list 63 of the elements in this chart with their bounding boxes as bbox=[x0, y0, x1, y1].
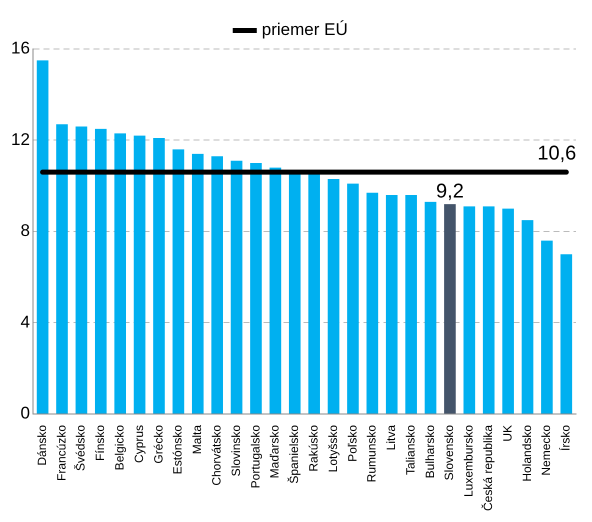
x-tick-label: Slovinsko bbox=[228, 424, 243, 476]
bar bbox=[522, 220, 534, 414]
x-tick-label: Slovensko bbox=[442, 424, 456, 480]
x-tick-label: Cyprus bbox=[132, 424, 146, 463]
x-tick-label: Luxembursko bbox=[462, 424, 476, 497]
x-tick-label: Česká republika bbox=[481, 424, 496, 511]
bar bbox=[560, 254, 572, 414]
y-tick-label: 0 bbox=[20, 404, 30, 423]
legend-label: priemer EÚ bbox=[262, 20, 348, 40]
bar bbox=[328, 179, 340, 414]
x-tick-label: Taliansko bbox=[403, 424, 418, 475]
x-tick-label: Nemecko bbox=[539, 424, 554, 476]
x-tick-label: Dánsko bbox=[34, 424, 49, 466]
y-tick-label: 16 bbox=[10, 38, 30, 58]
bar bbox=[211, 156, 223, 414]
bar bbox=[94, 128, 107, 414]
bar bbox=[464, 206, 476, 414]
bar bbox=[502, 208, 514, 414]
bar bbox=[153, 138, 165, 414]
x-tick-label: Grécko bbox=[151, 424, 166, 464]
bar bbox=[405, 194, 417, 414]
x-tick-label: Chorvátsko bbox=[209, 424, 224, 486]
bar bbox=[250, 163, 262, 414]
bar bbox=[424, 202, 436, 414]
bar bbox=[230, 160, 242, 414]
bar bbox=[36, 60, 48, 414]
y-tick-label: 4 bbox=[20, 312, 30, 332]
x-tick-label: UK bbox=[500, 424, 514, 442]
bar bbox=[366, 192, 378, 414]
y-tick-label: 8 bbox=[20, 221, 30, 240]
x-tick-label: Belgicko bbox=[112, 424, 127, 470]
y-tick-label: 12 bbox=[10, 130, 30, 149]
bar bbox=[270, 168, 282, 414]
x-tick-label: Francúzko bbox=[54, 424, 68, 481]
x-tick-label: Poľsko bbox=[345, 424, 360, 462]
x-tick-label: Fínsko bbox=[93, 424, 108, 461]
bar bbox=[347, 184, 359, 414]
x-tick-label: Holandsko bbox=[520, 424, 534, 482]
x-tick-label: Rakúsko bbox=[306, 424, 320, 472]
x-tick-label: Lotyšsko bbox=[326, 424, 340, 472]
x-tick-label: Portugalsko bbox=[248, 424, 262, 488]
x-tick-label: Malta bbox=[190, 424, 204, 454]
x-tick-label: Maďarsko bbox=[268, 424, 282, 478]
bar bbox=[114, 133, 126, 414]
bar bbox=[56, 124, 68, 414]
bar bbox=[192, 154, 204, 414]
x-tick-label: Rumunsko bbox=[364, 424, 379, 482]
bar bbox=[172, 149, 184, 414]
x-tick-label: Litva bbox=[384, 424, 398, 450]
x-tick-label: Bulharsko bbox=[422, 424, 437, 478]
bar bbox=[76, 126, 88, 414]
bar bbox=[308, 174, 320, 414]
bar bbox=[482, 206, 495, 414]
x-tick-label: Írsko bbox=[558, 424, 573, 451]
bar bbox=[386, 194, 398, 414]
x-tick-label: Estónsko bbox=[170, 424, 185, 474]
data-label: 9,2 bbox=[436, 180, 464, 203]
x-tick-label: Španielsko bbox=[287, 424, 302, 484]
bar bbox=[134, 136, 146, 414]
x-tick-label: Švédsko bbox=[74, 424, 88, 471]
bar bbox=[444, 204, 456, 414]
data-label: 10,6 bbox=[537, 142, 576, 165]
bar bbox=[541, 240, 553, 414]
